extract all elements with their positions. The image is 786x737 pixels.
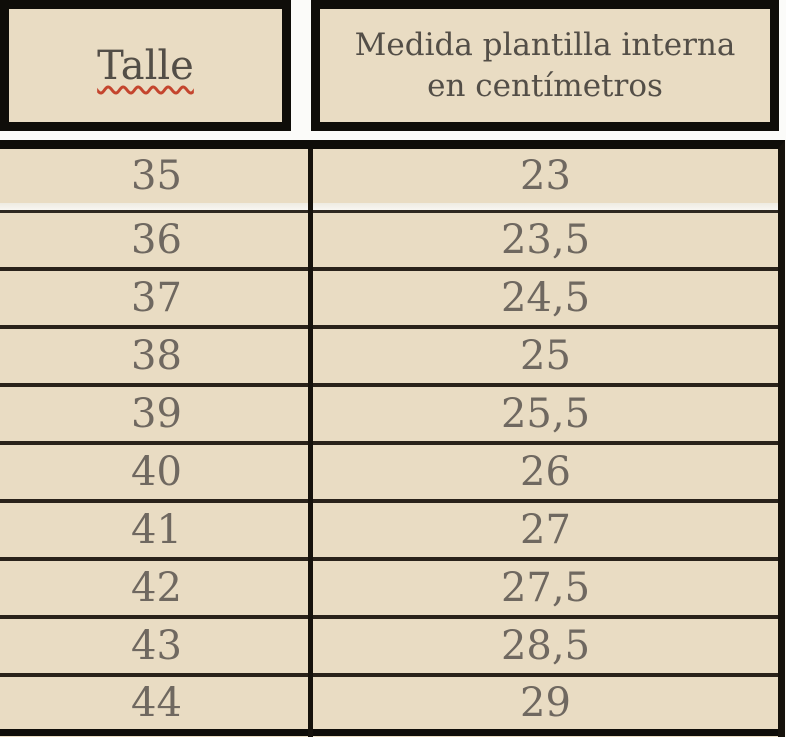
column-divider <box>308 149 313 737</box>
table-row: 40 26 <box>0 445 778 503</box>
table-row: 43 28,5 <box>0 619 778 677</box>
header-label-medida-line2: en centímetros <box>427 67 663 104</box>
medida-cell: 27 <box>520 507 571 553</box>
header-cell-medida: Medida plantilla interna en centímetros <box>311 0 779 131</box>
table-row: 42 27,5 <box>0 561 778 619</box>
talle-cell: 35 <box>131 153 182 199</box>
row-separator-light <box>0 203 778 213</box>
table-row: 41 27 <box>0 503 778 561</box>
talle-cell: 43 <box>131 623 182 669</box>
medida-cell: 23,5 <box>500 217 591 263</box>
table-body: 35 23 36 23,5 37 24,5 38 25 39 25,5 40 2… <box>0 140 785 737</box>
table-row: 39 25,5 <box>0 387 778 445</box>
table-row: 36 23,5 <box>0 213 778 271</box>
medida-cell: 25,5 <box>500 391 591 437</box>
medida-cell: 29 <box>520 680 571 726</box>
header-cell-talle: Talle <box>0 0 291 131</box>
table-row: 37 24,5 <box>0 271 778 329</box>
talle-cell: 40 <box>131 449 182 495</box>
talle-cell: 39 <box>131 391 182 437</box>
talle-cell: 41 <box>131 507 182 553</box>
talle-cell: 44 <box>131 680 182 726</box>
medida-cell: 28,5 <box>500 623 591 669</box>
table-row: 44 29 <box>0 677 778 736</box>
header-label-talle: Talle <box>97 42 194 89</box>
table-rows: 35 23 36 23,5 37 24,5 38 25 39 25,5 40 2… <box>0 149 778 737</box>
talle-cell: 42 <box>131 565 182 611</box>
medida-cell: 27,5 <box>500 565 591 611</box>
table-row: 38 25 <box>0 329 778 387</box>
talle-cell: 38 <box>131 333 182 379</box>
medida-cell: 25 <box>520 333 571 379</box>
medida-cell: 23 <box>520 153 571 199</box>
header-label-medida-line1: Medida plantilla interna <box>354 27 736 64</box>
table-row: 35 23 <box>0 149 778 203</box>
talle-cell: 37 <box>131 275 182 321</box>
talle-cell: 36 <box>131 217 182 263</box>
medida-cell: 26 <box>520 449 571 495</box>
medida-cell: 24,5 <box>500 275 591 321</box>
